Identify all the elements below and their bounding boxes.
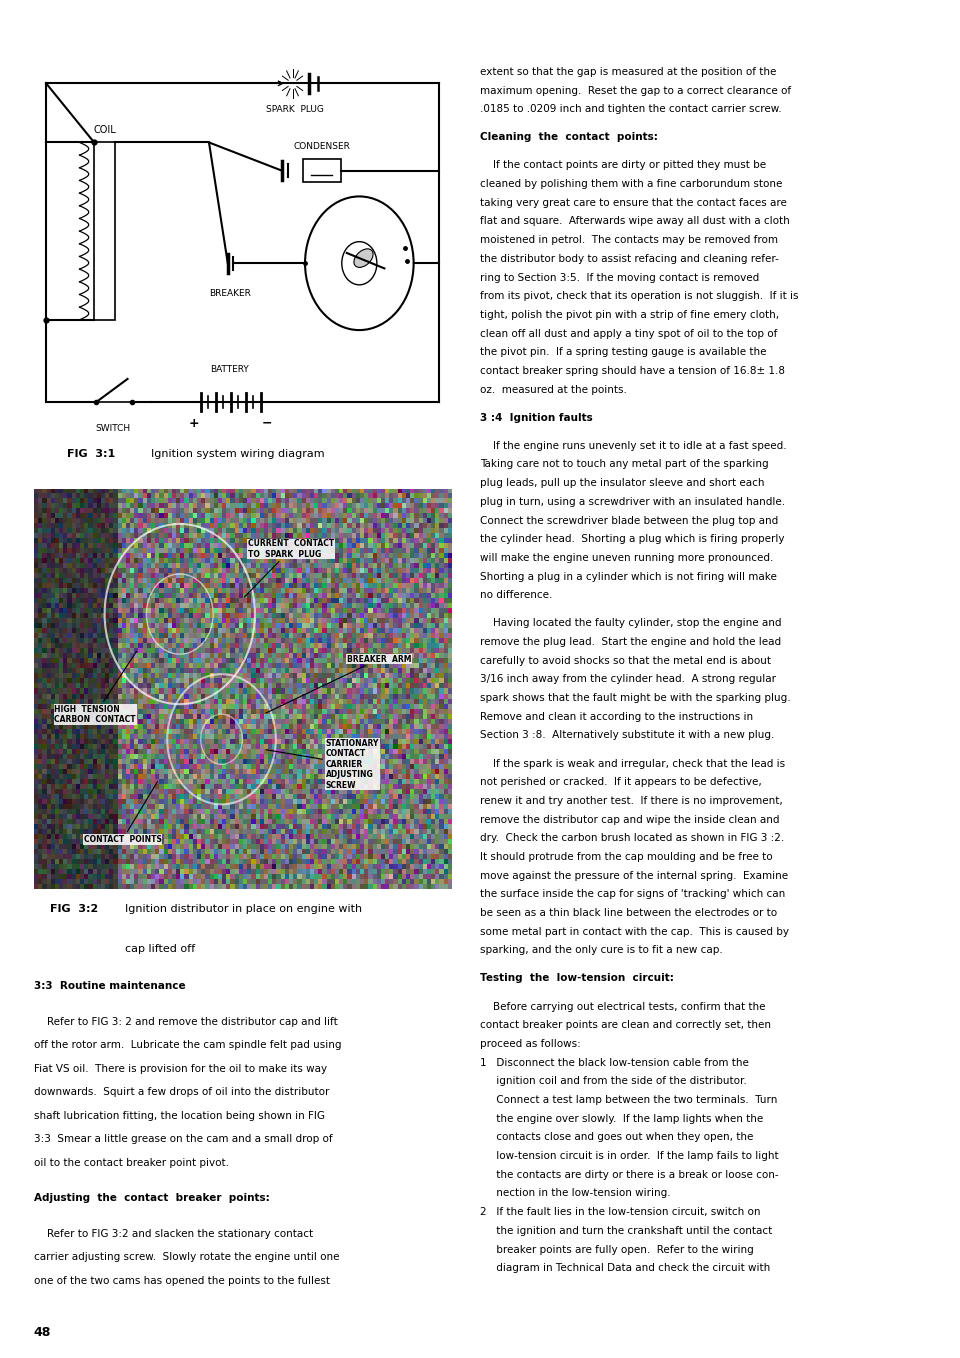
Text: BREAKER  ARM: BREAKER ARM xyxy=(266,655,411,713)
Text: Taking care not to touch any metal part of the sparking: Taking care not to touch any metal part … xyxy=(480,459,769,470)
Text: 3/16 inch away from the cylinder head.  A strong regular: 3/16 inch away from the cylinder head. A… xyxy=(480,675,776,684)
Text: If the engine runs unevenly set it to idle at a fast speed.: If the engine runs unevenly set it to id… xyxy=(480,441,786,451)
Text: Testing  the  low-tension  circuit:: Testing the low-tension circuit: xyxy=(480,974,674,983)
Text: Adjusting  the  contact  breaker  points:: Adjusting the contact breaker points: xyxy=(34,1194,270,1203)
Text: SPARK  PLUG: SPARK PLUG xyxy=(266,105,324,114)
Text: off the rotor arm.  Lubricate the cam spindle felt pad using: off the rotor arm. Lubricate the cam spi… xyxy=(34,1040,341,1050)
Text: Ignition distributor in place on engine with: Ignition distributor in place on engine … xyxy=(126,904,363,914)
Text: SWITCH: SWITCH xyxy=(95,424,131,433)
Text: It should protrude from the cap moulding and be free to: It should protrude from the cap moulding… xyxy=(480,851,773,862)
Text: carmanualsonline.info: carmanualsonline.info xyxy=(402,1332,558,1346)
Text: the cylinder head.  Shorting a plug which is firing properly: the cylinder head. Shorting a plug which… xyxy=(480,534,784,545)
Text: Refer to FIG 3:2 and slacken the stationary contact: Refer to FIG 3:2 and slacken the station… xyxy=(34,1229,313,1238)
Text: proceed as follows:: proceed as follows: xyxy=(480,1039,581,1048)
Text: nection in the low-tension wiring.: nection in the low-tension wiring. xyxy=(480,1188,671,1199)
Text: carrier adjusting screw.  Slowly rotate the engine until one: carrier adjusting screw. Slowly rotate t… xyxy=(34,1252,339,1262)
Text: the contacts are dirty or there is a break or loose con-: the contacts are dirty or there is a bre… xyxy=(480,1169,779,1180)
Text: plug leads, pull up the insulator sleeve and short each: plug leads, pull up the insulator sleeve… xyxy=(480,478,764,488)
Text: flat and square.  Afterwards wipe away all dust with a cloth: flat and square. Afterwards wipe away al… xyxy=(480,216,790,227)
Text: Section 3 :8.  Alternatively substitute it with a new plug.: Section 3 :8. Alternatively substitute i… xyxy=(480,731,775,740)
Text: contact breaker spring should have a tension of 16.8± 1.8: contact breaker spring should have a ten… xyxy=(480,367,785,376)
Text: Refer to FIG 3: 2 and remove the distributor cap and lift: Refer to FIG 3: 2 and remove the distrib… xyxy=(34,1017,337,1027)
Text: STATIONARY
CONTACT
CARRIER
ADJUSTING
SCREW: STATIONARY CONTACT CARRIER ADJUSTING SCR… xyxy=(266,739,379,789)
Text: ring to Section 3:5.  If the moving contact is removed: ring to Section 3:5. If the moving conta… xyxy=(480,273,759,282)
Text: 3 :4  Ignition faults: 3 :4 Ignition faults xyxy=(480,413,592,422)
Text: 3:3  Smear a little grease on the cam and a small drop of: 3:3 Smear a little grease on the cam and… xyxy=(34,1134,332,1145)
Text: moistened in petrol.  The contacts may be removed from: moistened in petrol. The contacts may be… xyxy=(480,235,778,246)
Text: the pivot pin.  If a spring testing gauge is available the: the pivot pin. If a spring testing gauge… xyxy=(480,348,766,357)
Text: BATTERY: BATTERY xyxy=(210,365,250,373)
Text: be seen as a thin black line between the electrodes or to: be seen as a thin black line between the… xyxy=(480,909,778,918)
Text: spark shows that the fault might be with the sparking plug.: spark shows that the fault might be with… xyxy=(480,693,791,703)
Text: breaker points are fully open.  Refer to the wiring: breaker points are fully open. Refer to … xyxy=(480,1244,754,1255)
Text: the distributor body to assist refacing and cleaning refer-: the distributor body to assist refacing … xyxy=(480,254,779,263)
Text: If the spark is weak and irregular, check that the lead is: If the spark is weak and irregular, chec… xyxy=(480,759,785,769)
Text: contact breaker points are clean and correctly set, then: contact breaker points are clean and cor… xyxy=(480,1020,771,1031)
Text: remove the distributor cap and wipe the inside clean and: remove the distributor cap and wipe the … xyxy=(480,815,780,824)
Text: .0185 to .0209 inch and tighten the contact carrier screw.: .0185 to .0209 inch and tighten the cont… xyxy=(480,105,781,114)
Text: oz.  measured at the points.: oz. measured at the points. xyxy=(480,384,627,395)
Text: BREAKER: BREAKER xyxy=(209,289,251,297)
Text: 48: 48 xyxy=(34,1325,51,1339)
Text: 1   Disconnect the black low-tension cable from the: 1 Disconnect the black low-tension cable… xyxy=(480,1058,749,1067)
Text: plug in turn, using a screwdriver with an insulated handle.: plug in turn, using a screwdriver with a… xyxy=(480,497,785,507)
Text: maximum opening.  Reset the gap to a correct clearance of: maximum opening. Reset the gap to a corr… xyxy=(480,86,791,95)
Text: oil to the contact breaker point pivot.: oil to the contact breaker point pivot. xyxy=(34,1158,228,1168)
Text: no difference.: no difference. xyxy=(480,591,552,600)
Text: FIG  3:1: FIG 3:1 xyxy=(67,448,115,459)
Text: downwards.  Squirt a few drops of oil into the distributor: downwards. Squirt a few drops of oil int… xyxy=(34,1088,329,1097)
Text: Connect the screwdriver blade between the plug top and: Connect the screwdriver blade between th… xyxy=(480,516,779,526)
Text: some metal part in contact with the cap.  This is caused by: some metal part in contact with the cap.… xyxy=(480,926,789,937)
Text: contacts close and goes out when they open, the: contacts close and goes out when they op… xyxy=(480,1133,754,1142)
Text: the ignition and turn the crankshaft until the contact: the ignition and turn the crankshaft unt… xyxy=(480,1226,772,1236)
Text: sparking, and the only cure is to fit a new cap.: sparking, and the only cure is to fit a … xyxy=(480,945,723,956)
Text: will make the engine uneven running more pronounced.: will make the engine uneven running more… xyxy=(480,553,774,564)
Bar xyxy=(303,159,341,182)
Text: cap lifted off: cap lifted off xyxy=(126,945,196,955)
Text: remove the plug lead.  Start the engine and hold the lead: remove the plug lead. Start the engine a… xyxy=(480,637,781,646)
Text: from its pivot, check that its operation is not sluggish.  If it is: from its pivot, check that its operation… xyxy=(480,291,799,301)
Text: taking very great care to ensure that the contact faces are: taking very great care to ensure that th… xyxy=(480,198,787,208)
Text: low-tension circuit is in order.  If the lamp fails to light: low-tension circuit is in order. If the … xyxy=(480,1152,779,1161)
Text: cleaned by polishing them with a fine carborundum stone: cleaned by polishing them with a fine ca… xyxy=(480,179,782,189)
Text: HIGH  TENSION
CARBON  CONTACT: HIGH TENSION CARBON CONTACT xyxy=(55,652,136,724)
Text: tight, polish the pivot pin with a strip of fine emery cloth,: tight, polish the pivot pin with a strip… xyxy=(480,310,780,320)
Text: 3:3  Routine maintenance: 3:3 Routine maintenance xyxy=(34,982,185,991)
Text: Connect a test lamp between the two terminals.  Turn: Connect a test lamp between the two term… xyxy=(480,1095,778,1105)
Text: not perished or cracked.  If it appears to be defective,: not perished or cracked. If it appears t… xyxy=(480,777,761,788)
Text: renew it and try another test.  If there is no improvement,: renew it and try another test. If there … xyxy=(480,796,782,805)
Text: +: + xyxy=(189,417,200,429)
Text: move against the pressure of the internal spring.  Examine: move against the pressure of the interna… xyxy=(480,870,788,881)
Text: FIG  3:2: FIG 3:2 xyxy=(50,904,99,914)
Text: Fiat VS oil.  There is provision for the oil to make its way: Fiat VS oil. There is provision for the … xyxy=(34,1063,326,1074)
Bar xyxy=(46,83,439,402)
Text: shaft lubrication fitting, the location being shown in FIG: shaft lubrication fitting, the location … xyxy=(34,1111,324,1120)
Text: extent so that the gap is measured at the position of the: extent so that the gap is measured at th… xyxy=(480,67,777,77)
Text: clean off all dust and apply a tiny spot of oil to the top of: clean off all dust and apply a tiny spot… xyxy=(480,329,778,338)
Text: Remove and clean it according to the instructions in: Remove and clean it according to the ins… xyxy=(480,712,754,722)
Text: If the contact points are dirty or pitted they must be: If the contact points are dirty or pitte… xyxy=(480,160,766,170)
Text: −: − xyxy=(262,417,273,429)
Text: ignition coil and from the side of the distributor.: ignition coil and from the side of the d… xyxy=(480,1077,747,1086)
Text: CONTACT  POINTS: CONTACT POINTS xyxy=(84,782,161,843)
Text: CURRENT  CONTACT
TO  SPARK  PLUG: CURRENT CONTACT TO SPARK PLUG xyxy=(245,539,334,598)
Text: Cleaning  the  contact  points:: Cleaning the contact points: xyxy=(480,132,658,143)
Text: COIL: COIL xyxy=(93,125,116,134)
Text: one of the two cams has opened the points to the fullest: one of the two cams has opened the point… xyxy=(34,1275,329,1286)
Text: Before carrying out electrical tests, confirm that the: Before carrying out electrical tests, co… xyxy=(480,1002,765,1012)
Text: 2   If the fault lies in the low-tension circuit, switch on: 2 If the fault lies in the low-tension c… xyxy=(480,1207,760,1217)
Text: dry.  Check the carbon brush located as shown in FIG 3 :2.: dry. Check the carbon brush located as s… xyxy=(480,834,784,843)
Text: the engine over slowly.  If the lamp lights when the: the engine over slowly. If the lamp ligh… xyxy=(480,1114,763,1123)
Bar xyxy=(94,143,115,320)
Text: Having located the faulty cylinder, stop the engine and: Having located the faulty cylinder, stop… xyxy=(480,618,781,629)
Ellipse shape xyxy=(354,249,373,268)
Text: Shorting a plug in a cylinder which is not firing will make: Shorting a plug in a cylinder which is n… xyxy=(480,572,777,581)
Text: carefully to avoid shocks so that the metal end is about: carefully to avoid shocks so that the me… xyxy=(480,656,771,665)
Text: CONDENSER: CONDENSER xyxy=(294,143,350,151)
Text: diagram in Technical Data and check the circuit with: diagram in Technical Data and check the … xyxy=(480,1263,770,1274)
Text: the surface inside the cap for signs of 'tracking' which can: the surface inside the cap for signs of … xyxy=(480,889,785,899)
Text: Ignition system wiring diagram: Ignition system wiring diagram xyxy=(151,448,324,459)
